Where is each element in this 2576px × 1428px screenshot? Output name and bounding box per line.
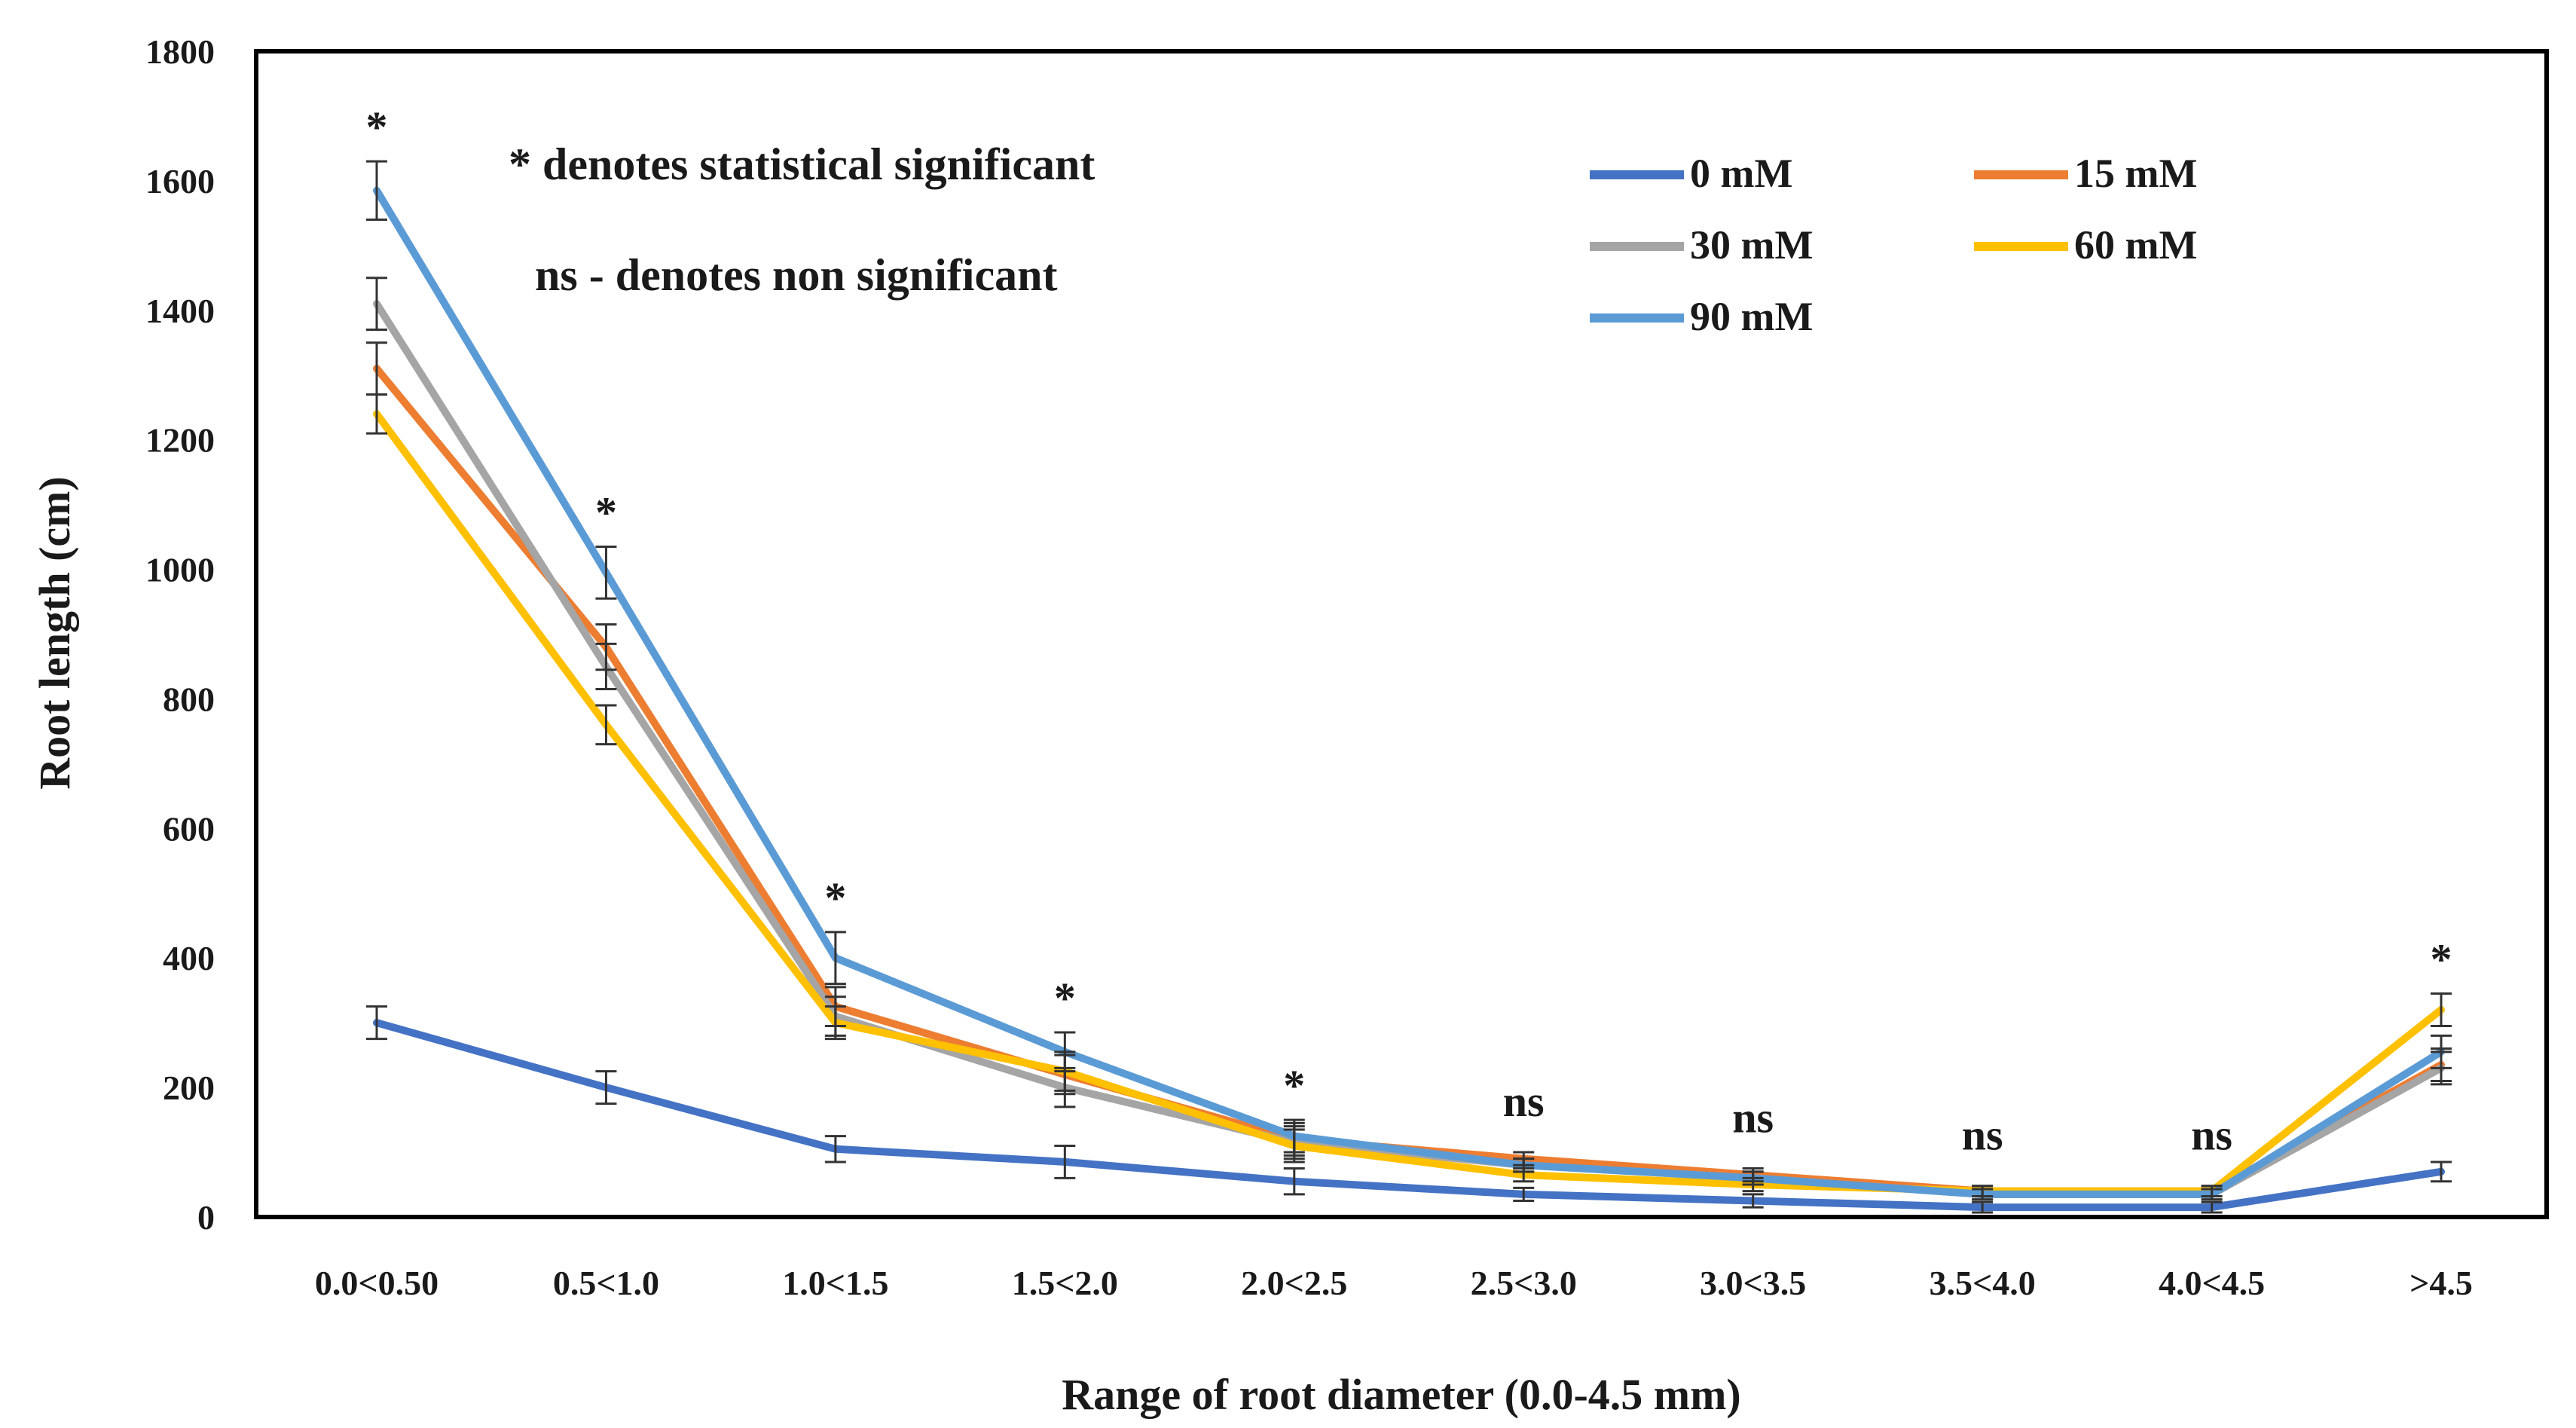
error-bar-s4-p4 — [1283, 1118, 1305, 1154]
error-bar-s3-p0 — [366, 393, 387, 435]
error-bar-s0-p9 — [2431, 1160, 2452, 1183]
y-tick-label-4: 800 — [163, 680, 215, 718]
error-bar-s3-p2 — [824, 1005, 846, 1041]
y-axis-ticks: 0 200 400 600 800 1000 1200 1400 1600 1800 — [145, 32, 215, 1237]
x-axis-ticks: 0.0<0.50 0.5<1.0 1.0<1.5 1.5<2.0 2.0<2.5 2.5<… — [315, 1264, 2473, 1302]
error-bar-s4-p1 — [595, 545, 617, 600]
legend-label-90mm: 90 mM — [1690, 294, 1813, 339]
error-bar-s4-p7 — [1972, 1188, 1994, 1201]
legend-label-30mm: 30 mM — [1690, 222, 1813, 268]
significance-label-6: ns — [1732, 1093, 1774, 1142]
error-bar-s0-p5 — [1513, 1186, 1535, 1203]
error-bar-s0-p0 — [366, 1005, 387, 1041]
y-tick-label-6: 1200 — [145, 421, 215, 460]
y-tick-label-7: 1400 — [145, 292, 215, 330]
error-bar-s0-p3 — [1054, 1144, 1076, 1179]
error-bar-s4-p6 — [1742, 1170, 1764, 1186]
x-tick-label-5: 2.5<3.0 — [1471, 1264, 1577, 1302]
series-line-4 — [373, 186, 2445, 1198]
significance-label-4: * — [1283, 1061, 1305, 1110]
plot-frame — [254, 49, 2549, 1219]
legend-item-15mm: 15 mM — [1974, 151, 2197, 196]
significance-label-3: * — [1054, 974, 1076, 1023]
x-tick-label-4: 2.0<2.5 — [1241, 1264, 1347, 1302]
x-tick-label-2: 1.0<1.5 — [782, 1264, 888, 1302]
error-bar-s3-p9 — [2431, 992, 2452, 1027]
x-tick-label-9: >4.5 — [2409, 1264, 2473, 1302]
x-tick-label-7: 3.5<4.0 — [1930, 1264, 2036, 1302]
error-bars — [366, 160, 2452, 1214]
significance-label-5: ns — [1503, 1077, 1545, 1126]
error-bar-s4-p2 — [824, 931, 846, 986]
x-tick-label-3: 1.5<2.0 — [1012, 1264, 1118, 1302]
series-layer — [373, 186, 2445, 1212]
legend-label-15mm: 15 mM — [2074, 151, 2197, 196]
note-significant: * denotes statistical significant — [509, 139, 1095, 189]
error-bar-s2-p1 — [595, 642, 617, 691]
significance-label-2: * — [824, 873, 846, 922]
legend-item-0mm: 0 mM — [1590, 151, 1792, 196]
legend-item-90mm: 90 mM — [1590, 294, 1813, 339]
error-bar-s0-p7 — [1972, 1200, 1994, 1214]
y-tick-label-9: 1800 — [145, 32, 215, 71]
series-line-0 — [373, 1019, 2445, 1212]
x-tick-label-1: 0.5<1.0 — [553, 1264, 659, 1302]
x-tick-label-6: 3.0<3.5 — [1700, 1264, 1806, 1302]
legend-label-0mm: 0 mM — [1690, 151, 1792, 196]
legend-label-60mm: 60 mM — [2074, 222, 2197, 268]
legend-item-30mm: 30 mM — [1590, 222, 1813, 268]
error-bar-s3-p1 — [595, 704, 617, 746]
significance-label-0: * — [366, 102, 388, 151]
error-bar-s4-p8 — [2201, 1188, 2223, 1201]
y-tick-label-3: 600 — [163, 809, 215, 848]
error-bar-s4-p0 — [366, 160, 387, 221]
error-bar-s4-p5 — [1513, 1157, 1535, 1173]
legend-item-60mm: 60 mM — [1974, 222, 2197, 268]
y-tick-label-8: 1600 — [145, 162, 215, 200]
x-axis-title: Range of root diameter (0.0-4.5 mm) — [1062, 1370, 1740, 1419]
y-axis-title: Root length (cm) — [30, 476, 79, 790]
legend: 0 mM 15 mM 30 mM 60 mM 90 mM — [1590, 151, 2197, 339]
significance-labels: * * * * * ns ns ns ns * — [366, 102, 2452, 1160]
y-tick-label-2: 400 — [163, 939, 215, 977]
x-tick-label-8: 4.0<4.5 — [2159, 1264, 2265, 1302]
error-bar-s0-p8 — [2201, 1200, 2223, 1214]
error-bar-s0-p2 — [824, 1135, 846, 1163]
y-tick-label-0: 0 — [197, 1198, 215, 1237]
y-tick-label-5: 1000 — [145, 551, 215, 589]
note-non-significant: ns - denotes non significant — [535, 250, 1057, 300]
error-bar-s4-p9 — [2431, 1034, 2452, 1069]
y-tick-label-1: 200 — [163, 1069, 215, 1107]
significance-label-8: ns — [2191, 1111, 2232, 1160]
significance-label-9: * — [2431, 934, 2452, 983]
significance-label-7: ns — [1962, 1111, 2003, 1160]
significance-label-1: * — [595, 488, 617, 537]
error-bar-s4-p3 — [1054, 1031, 1076, 1073]
error-bar-s0-p6 — [1742, 1193, 1764, 1209]
error-bar-s2-p0 — [366, 277, 387, 332]
error-bar-s0-p1 — [595, 1070, 617, 1105]
error-bar-s0-p4 — [1283, 1167, 1305, 1196]
x-tick-label-0: 0.0<0.50 — [315, 1264, 439, 1302]
